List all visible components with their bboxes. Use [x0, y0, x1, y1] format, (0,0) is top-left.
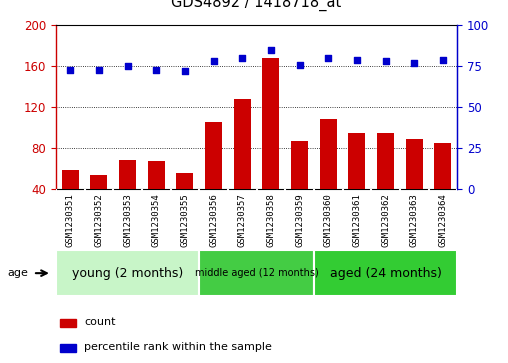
- Bar: [148, 161, 165, 189]
- Bar: [348, 132, 365, 189]
- Point: [439, 57, 447, 62]
- Bar: [262, 58, 279, 189]
- Point: [209, 58, 217, 64]
- Point: [238, 55, 246, 61]
- Bar: [60, 344, 76, 352]
- Bar: [434, 143, 452, 189]
- Text: GSM1230358: GSM1230358: [266, 194, 275, 248]
- Point: [267, 47, 275, 53]
- Text: count: count: [84, 317, 115, 327]
- Bar: [90, 175, 108, 189]
- Text: GDS4892 / 1418718_at: GDS4892 / 1418718_at: [171, 0, 342, 11]
- Text: percentile rank within the sample: percentile rank within the sample: [84, 342, 272, 352]
- Text: GSM1230353: GSM1230353: [123, 194, 132, 248]
- Text: aged (24 months): aged (24 months): [330, 267, 441, 280]
- Bar: [176, 174, 194, 189]
- Text: GSM1230357: GSM1230357: [238, 194, 247, 248]
- Text: GSM1230355: GSM1230355: [180, 194, 189, 248]
- Bar: [60, 319, 76, 327]
- Bar: [234, 99, 251, 189]
- Bar: [56, 250, 199, 296]
- Point: [181, 68, 189, 74]
- Bar: [291, 141, 308, 189]
- Text: GSM1230361: GSM1230361: [353, 194, 361, 248]
- Point: [324, 55, 332, 61]
- Bar: [377, 132, 394, 189]
- Text: GSM1230352: GSM1230352: [94, 194, 104, 248]
- Bar: [119, 160, 136, 189]
- Point: [353, 57, 361, 62]
- Bar: [199, 250, 314, 296]
- Text: GSM1230351: GSM1230351: [66, 194, 75, 248]
- Bar: [205, 122, 222, 189]
- Text: age: age: [7, 268, 28, 278]
- Bar: [314, 250, 457, 296]
- Text: GSM1230363: GSM1230363: [409, 194, 419, 248]
- Text: GSM1230359: GSM1230359: [295, 194, 304, 248]
- Text: GSM1230356: GSM1230356: [209, 194, 218, 248]
- Text: GSM1230354: GSM1230354: [152, 194, 161, 248]
- Text: GSM1230364: GSM1230364: [438, 194, 448, 248]
- Bar: [61, 170, 79, 189]
- Text: young (2 months): young (2 months): [72, 267, 183, 280]
- Bar: [320, 119, 337, 189]
- Point: [66, 67, 74, 73]
- Point: [123, 63, 132, 69]
- Bar: [405, 139, 423, 189]
- Point: [95, 67, 103, 73]
- Text: GSM1230362: GSM1230362: [381, 194, 390, 248]
- Point: [296, 62, 304, 68]
- Point: [410, 60, 418, 66]
- Point: [152, 67, 160, 73]
- Point: [382, 58, 390, 64]
- Text: middle aged (12 months): middle aged (12 months): [195, 268, 319, 278]
- Text: GSM1230360: GSM1230360: [324, 194, 333, 248]
